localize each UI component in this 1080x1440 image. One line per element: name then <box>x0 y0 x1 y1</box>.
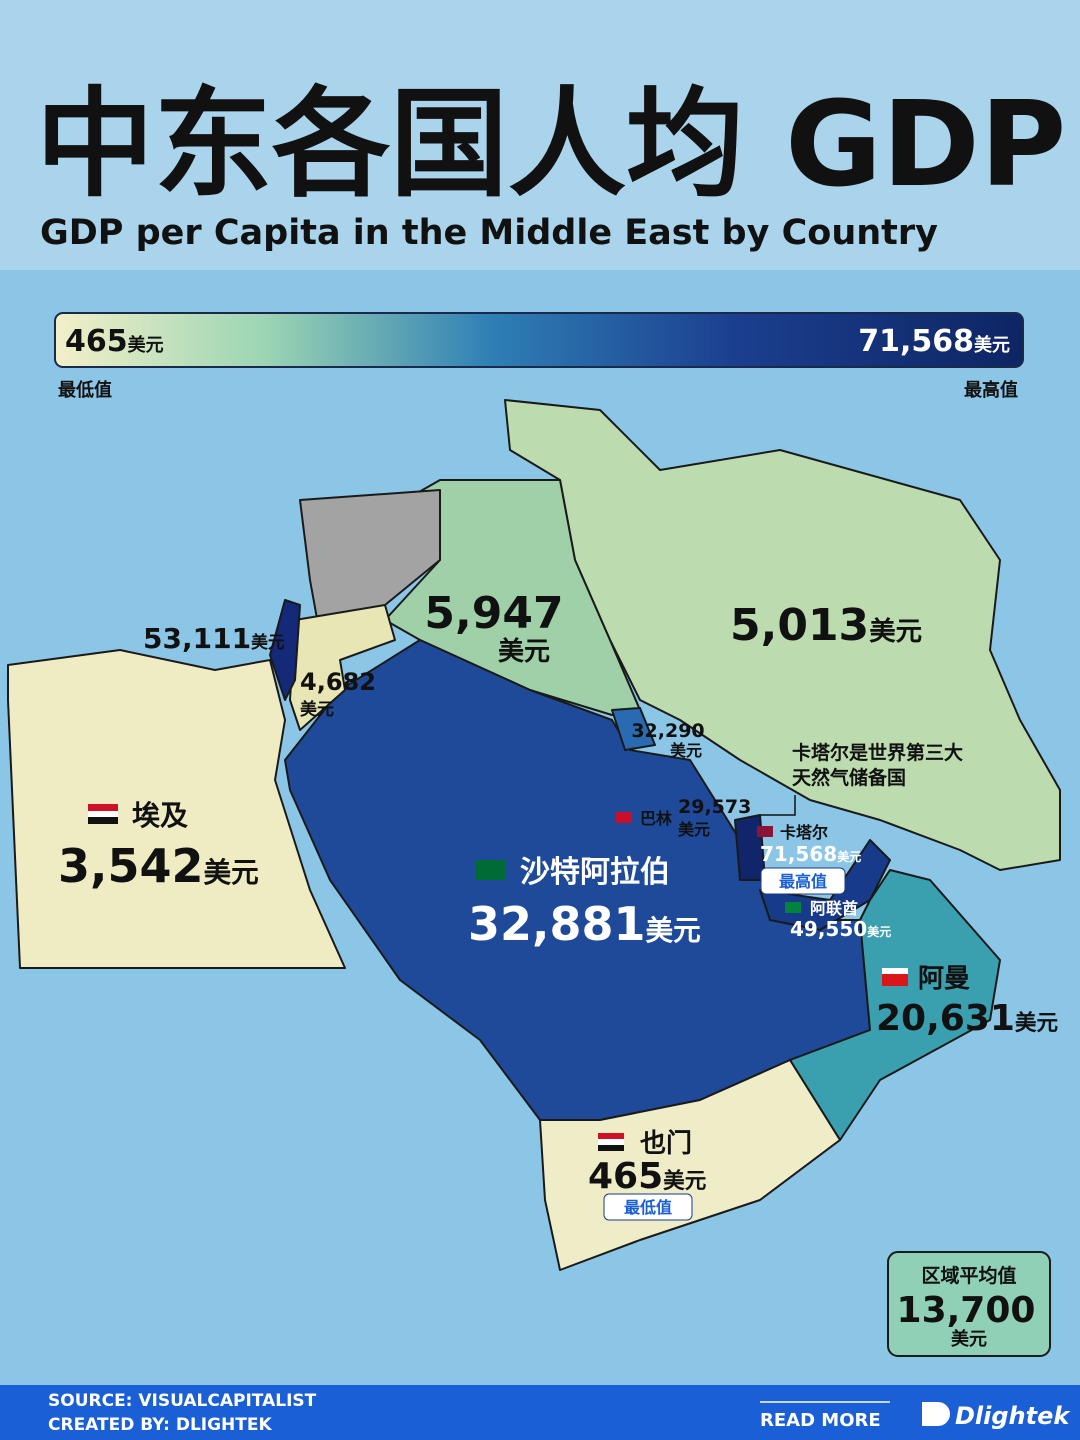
saudi-name: 沙特阿拉伯 <box>520 855 670 890</box>
kuwait-unit: 美元 <box>670 741 702 760</box>
flag-stripe <box>88 804 118 811</box>
badge <box>603 1193 693 1221</box>
subtitle: GDP per Capita in the Middle East by Cou… <box>40 213 938 253</box>
bahrain-unit: 美元 <box>678 820 710 839</box>
title: 中东各国人均 GDP <box>36 75 1066 213</box>
legend-max-value: 71,568 <box>858 324 974 359</box>
unit: 美元 <box>663 1168 707 1194</box>
unit: 美元 <box>646 914 701 947</box>
unit: 美元 <box>837 849 861 864</box>
yemen-label: 465美元 <box>588 1156 707 1197</box>
value: 32,881 <box>468 897 646 951</box>
color-scale <box>54 312 1024 368</box>
oman-name: 阿曼 <box>918 964 970 994</box>
jordan-value: 4,682 <box>300 668 376 696</box>
iraq-value: 5,947 <box>424 588 563 639</box>
flag-stripe <box>88 811 118 817</box>
unit: 美元 <box>869 616 922 647</box>
uae-label: 49,550美元 <box>790 917 891 941</box>
unit: 美元 <box>867 924 891 939</box>
uae-name: 阿联酋 <box>810 899 858 918</box>
qatar-name: 卡塔尔 <box>780 823 828 842</box>
flag-stripe <box>598 1139 624 1145</box>
map <box>7 399 1061 1271</box>
legend-min: 465美元 <box>65 324 164 359</box>
source: SOURCE: VISUALCAPITALIST <box>48 1391 317 1411</box>
badge <box>760 867 846 895</box>
average-label: 区域平均值 <box>921 1264 1016 1287</box>
qatar-label: 71,568美元 <box>760 842 861 866</box>
saudi-label: 32,881美元 <box>468 897 701 951</box>
flag <box>616 812 632 823</box>
logo <box>922 1402 950 1426</box>
annotation-line: 卡塔尔是世界第三大 <box>792 741 963 764</box>
value: 49,550 <box>790 917 867 941</box>
israel <box>269 599 301 701</box>
bahrain-name: 巴林 <box>640 809 672 828</box>
legend-max-label: 最高值 <box>964 379 1018 401</box>
flag-stripe <box>882 968 908 974</box>
average-unit: 美元 <box>951 1328 987 1350</box>
legend-max: 71,568美元 <box>858 324 1010 359</box>
flag-stripe <box>598 1133 624 1139</box>
value: 465 <box>588 1156 663 1197</box>
legend-min-label: 最低值 <box>58 379 112 401</box>
oman-label: 20,631美元 <box>876 998 1059 1039</box>
read-more[interactable]: READ MORE <box>760 1410 881 1431</box>
value: 3,542 <box>58 839 204 893</box>
legend-min-unit: 美元 <box>128 334 164 356</box>
iraq-unit: 美元 <box>498 636 550 667</box>
value: 20,631 <box>876 998 1015 1039</box>
egypt-label: 3,542美元 <box>58 839 259 893</box>
yemen-name: 也门 <box>640 1129 692 1159</box>
brand: Dlightek <box>955 1402 1071 1430</box>
kuwait-value: 32,290 <box>631 720 704 742</box>
unit: 美元 <box>251 632 285 652</box>
legend-max-unit: 美元 <box>974 334 1010 356</box>
flag <box>785 902 801 913</box>
value: 71,568 <box>760 842 837 866</box>
average-box <box>887 1251 1051 1357</box>
oman <box>789 869 1001 1141</box>
legend-min-value: 465 <box>65 324 128 359</box>
flag <box>757 826 773 837</box>
jordan-unit: 美元 <box>300 699 334 720</box>
average-value: 13,700 <box>897 1290 1036 1331</box>
annotation-line: 天然气储备国 <box>792 766 906 789</box>
flag <box>476 860 506 880</box>
yemen-badge: 最低值 <box>624 1198 672 1217</box>
bahrain-value: 29,573 <box>678 796 751 818</box>
kuwait <box>611 707 656 751</box>
qatar-badge: 最高值 <box>779 872 827 891</box>
jordan <box>289 604 396 731</box>
value: 53,111 <box>143 622 251 655</box>
israel-label: 53,111美元 <box>143 622 285 655</box>
value: 5,013 <box>730 600 869 651</box>
footer <box>0 1385 1080 1440</box>
leader-line <box>760 795 796 816</box>
egypt-name: 埃及 <box>132 799 188 832</box>
unit: 美元 <box>204 856 259 889</box>
iran-label: 5,013美元 <box>730 600 922 651</box>
credit: CREATED BY: DLIGHTEK <box>48 1415 272 1435</box>
egypt <box>7 649 346 969</box>
unit: 美元 <box>1015 1010 1059 1036</box>
